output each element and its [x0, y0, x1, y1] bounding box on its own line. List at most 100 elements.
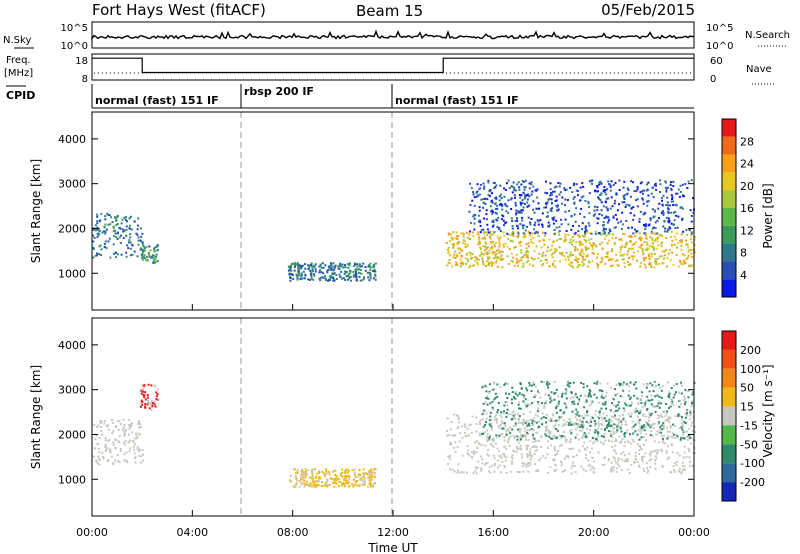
power-cell — [505, 210, 508, 213]
power-cell — [543, 234, 546, 237]
power-cell — [522, 232, 525, 235]
velocity-cell — [658, 400, 661, 403]
velocity-cell — [499, 385, 502, 388]
velocity-cell — [480, 469, 483, 472]
velocity-cell — [154, 405, 157, 408]
velocity-cell — [610, 430, 613, 433]
velocity-cell — [533, 453, 536, 455]
power-cell — [672, 223, 675, 226]
velocity-cell — [507, 427, 510, 430]
velocity-cell — [597, 451, 600, 454]
velocity-cell — [685, 455, 688, 458]
power-cell — [320, 266, 323, 269]
velocity-cell — [579, 394, 582, 397]
velocity-cell — [292, 485, 295, 488]
velocity-cell — [489, 415, 492, 418]
velocity-cell — [671, 398, 673, 401]
velocity-cell — [593, 420, 596, 423]
velocity-cell — [622, 407, 625, 410]
velocity-cell — [553, 446, 556, 449]
velocity-cell — [338, 485, 340, 487]
velocity-cell — [116, 460, 119, 463]
velocity-cell — [529, 458, 532, 461]
velocity-cell — [689, 464, 692, 467]
power-cell — [489, 205, 492, 208]
power-cell — [356, 263, 359, 266]
power-cell — [648, 253, 651, 256]
power-cell — [651, 186, 654, 189]
power-cell — [128, 241, 130, 244]
velocity-cell — [607, 459, 610, 462]
velocity-cell — [688, 389, 691, 392]
cpid-label: CPID — [6, 89, 35, 102]
velocity-cell — [98, 457, 101, 460]
velocity-cell — [563, 436, 566, 439]
velocity-cell — [125, 459, 128, 462]
velocity-cell — [678, 391, 681, 394]
velocity-cell — [628, 453, 631, 455]
velocity-cell — [537, 390, 539, 393]
velocity-cell — [485, 390, 488, 393]
power-cell — [143, 254, 146, 257]
power-cell — [522, 227, 525, 230]
power-cell — [498, 245, 501, 248]
power-cell — [541, 212, 544, 215]
power-cell — [606, 209, 609, 212]
power-cell — [661, 250, 664, 253]
power-cell — [633, 214, 636, 217]
velocity-cell — [650, 403, 653, 406]
power-cell — [693, 236, 696, 238]
power-cell — [124, 218, 127, 221]
power-cell — [311, 266, 314, 269]
velocity-cell — [633, 394, 636, 397]
power-cell — [537, 223, 540, 226]
power-cell — [564, 189, 567, 191]
power-cell — [606, 253, 609, 256]
power-cell — [485, 209, 488, 212]
power-cell — [656, 240, 659, 243]
power-cell — [596, 222, 599, 225]
power-cell — [559, 252, 562, 255]
power-cell — [642, 192, 644, 195]
velocity-cell — [538, 425, 541, 428]
velocity-cell — [315, 472, 318, 475]
power-cell — [308, 266, 311, 269]
velocity-cell — [588, 404, 591, 407]
velocity-cell — [662, 441, 665, 444]
velocity-cell — [335, 479, 337, 482]
velocity-cell — [544, 400, 547, 403]
velocity-cell — [123, 434, 126, 437]
power-cell — [452, 246, 455, 249]
power-cell — [564, 233, 567, 236]
power-cell — [579, 264, 582, 266]
power-cell — [541, 225, 544, 228]
power-cell — [506, 255, 509, 258]
power-cell — [581, 182, 584, 185]
power-cell — [568, 210, 571, 212]
power-cell — [461, 249, 464, 252]
velocity-cell — [548, 435, 551, 438]
power-cell — [680, 263, 683, 266]
velocity-cell — [671, 431, 674, 434]
power-cell — [500, 218, 503, 221]
power-cell — [535, 245, 538, 248]
velocity-cell — [615, 452, 618, 455]
velocity-cell — [597, 435, 600, 438]
velocity-cell — [124, 459, 127, 462]
power-cell — [500, 196, 503, 199]
power-cell — [312, 264, 315, 267]
velocity-cell — [347, 469, 350, 472]
velocity-cell — [100, 433, 103, 436]
power-cell — [667, 211, 670, 213]
velocity-cell — [581, 420, 584, 423]
power-cell — [498, 251, 501, 254]
velocity-cell — [653, 440, 656, 443]
power-cell — [507, 238, 510, 241]
velocity-cell — [680, 422, 683, 425]
power-cell — [592, 242, 595, 244]
velocity-cell — [574, 395, 577, 398]
velocity-cell — [611, 402, 613, 405]
velocity-cell — [493, 382, 496, 385]
velocity-cell — [499, 414, 502, 417]
